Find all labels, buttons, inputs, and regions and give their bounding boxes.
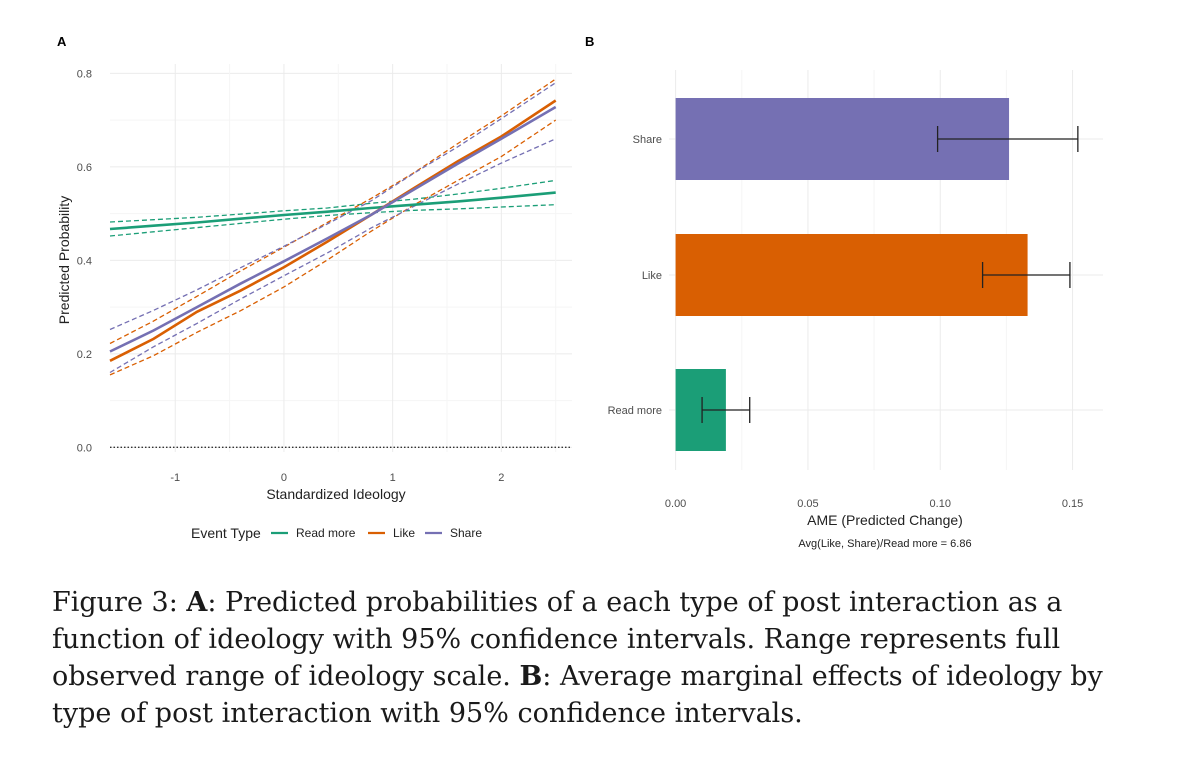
x-tick-label: 2 <box>498 472 504 484</box>
caption-figure-label: Figure 3: <box>52 587 187 618</box>
ci-lower-like <box>109 119 557 376</box>
legend-label-like: Like <box>393 526 415 540</box>
category-label-like: Like <box>642 270 662 282</box>
line-read-more <box>109 191 556 231</box>
y-tick-label: 0.2 <box>77 349 92 361</box>
panel-b-x-axis-title: AME (Predicted Change) <box>807 512 963 528</box>
panel-b-annotation: Avg(Like, Share)/Read more = 6.86 <box>798 538 971 550</box>
x-tick-label: 0 <box>281 472 287 484</box>
line-share <box>109 105 557 353</box>
panel-a-confidence-lines <box>109 78 557 376</box>
ci-lower-share <box>109 138 556 374</box>
caption-a-label: A <box>186 587 208 618</box>
ci-upper-read-more <box>109 179 556 223</box>
category-label-read-more: Read more <box>608 405 662 417</box>
caption-b-text: : Average marginal effects of ideology b… <box>52 661 1103 729</box>
panel-b-x-ticks: 0.00 0.05 0.10 0.15 <box>665 498 1083 510</box>
ci-upper-like <box>109 78 557 345</box>
y-tick-label: 0.8 <box>77 68 92 80</box>
x-tick-label: 0.10 <box>930 498 951 510</box>
panel-a-x-ticks: -1 0 1 2 <box>170 472 504 484</box>
legend-label-share: Share <box>450 526 482 540</box>
panel-a-grid <box>110 64 572 452</box>
panel-b-error-bars <box>701 126 1079 423</box>
panel-b-label: B <box>585 34 594 49</box>
x-tick-label: -1 <box>170 472 180 484</box>
panel-a: A 0.0 0.2 0.4 0.6 0.8 -1 0 1 2 Standardized Ide… <box>56 34 572 541</box>
panel-a-x-axis-title: Standardized Ideology <box>266 486 405 502</box>
panel-a-y-axis-title: Predicted Probability <box>56 196 72 324</box>
caption-b-label: B <box>519 661 543 692</box>
x-tick-label: 0.05 <box>797 498 818 510</box>
y-tick-label: 0.4 <box>77 255 92 267</box>
x-tick-label: 1 <box>390 472 396 484</box>
panel-b: B 0.00 0.05 0.10 0.15 Share Like Read more AM… <box>585 34 1103 550</box>
x-tick-label: 0.15 <box>1062 498 1083 510</box>
panel-b-category-labels: Share Like Read more <box>608 134 662 417</box>
line-like <box>109 99 557 362</box>
ci-lower-read-more <box>109 204 556 237</box>
panel-a-series-lines <box>109 99 557 362</box>
legend-label-read-more: Read more <box>296 526 356 540</box>
caption-a-text: : Predicted probabilities of a each type… <box>52 587 1063 692</box>
panel-a-label: A <box>57 34 67 49</box>
x-tick-label: 0.00 <box>665 498 686 510</box>
y-tick-label: 0.0 <box>77 442 92 454</box>
y-tick-label: 0.6 <box>77 162 92 174</box>
panel-a-y-ticks: 0.0 0.2 0.4 0.6 0.8 <box>77 68 92 454</box>
panel-b-bars <box>675 98 1028 451</box>
figure-caption: Figure 3: A: Predicted probabilities of … <box>52 584 1122 732</box>
ci-upper-share <box>109 82 557 331</box>
panel-a-legend: Event Type Read more Like Share <box>191 525 482 541</box>
legend-title: Event Type <box>191 525 261 541</box>
bar-like <box>675 234 1028 316</box>
category-label-share: Share <box>633 134 662 146</box>
